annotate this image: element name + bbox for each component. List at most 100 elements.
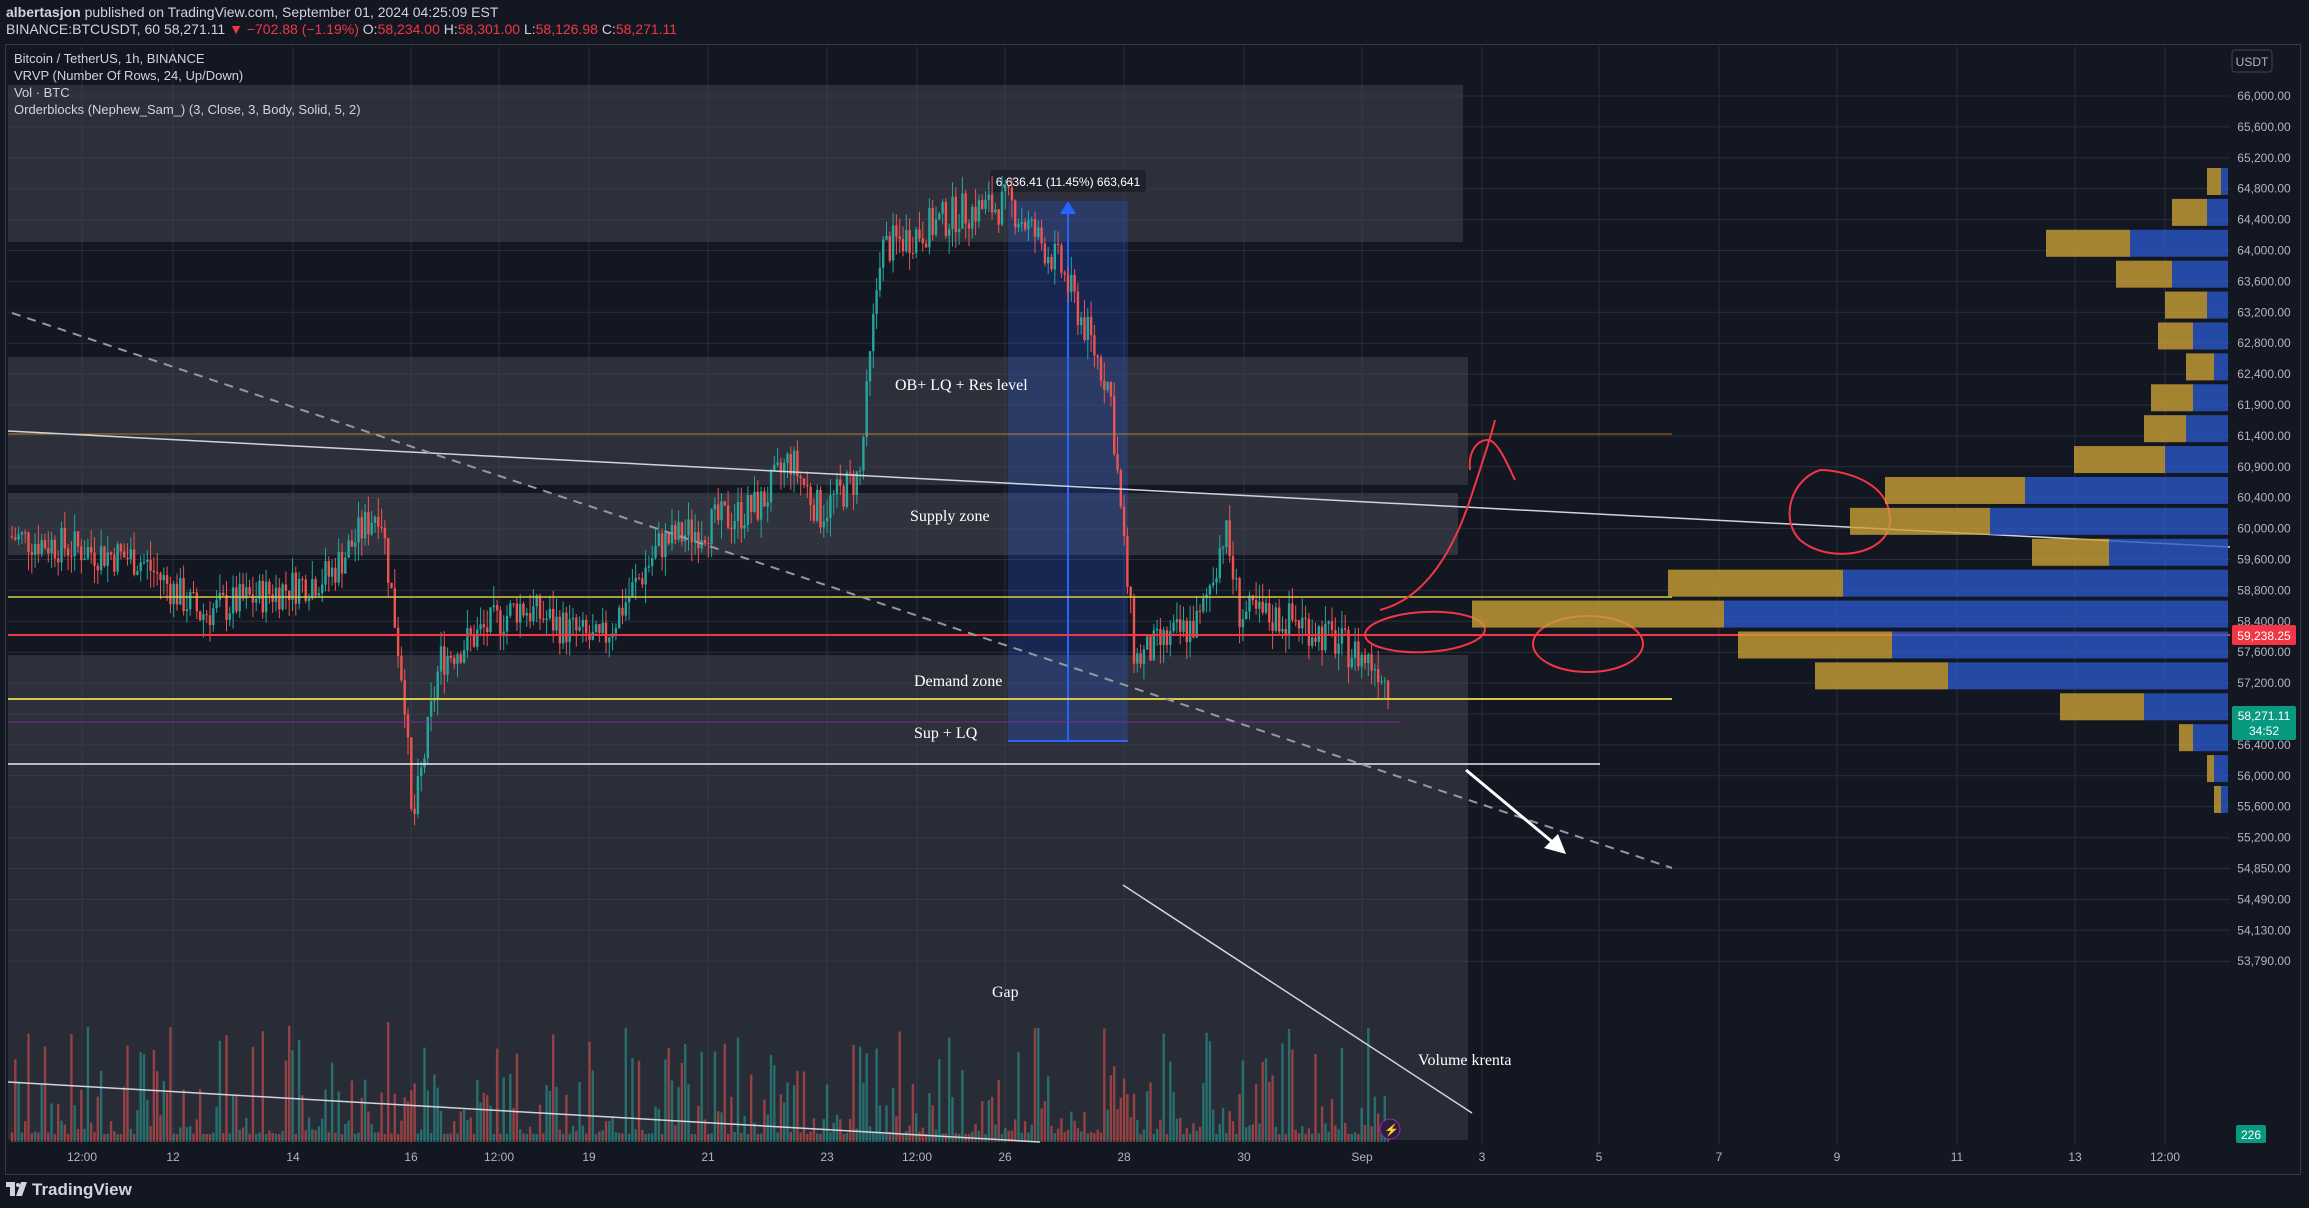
volume-bar: [278, 1134, 281, 1142]
candle-body: [769, 470, 773, 503]
candle-body: [944, 202, 948, 236]
candle-body: [172, 583, 175, 605]
volume-bar: [525, 1134, 528, 1142]
volume-bar: [895, 1116, 898, 1142]
author-name[interactable]: albertasjon: [6, 4, 81, 20]
measure-arrow-head: [1060, 201, 1076, 214]
published-text: published on TradingView.com, September …: [84, 4, 499, 20]
time-tick-label: 5: [1596, 1150, 1603, 1164]
candle-body: [1324, 623, 1327, 651]
volume-bar: [984, 1133, 987, 1142]
candle-body: [367, 511, 370, 535]
volume-bar: [142, 1054, 146, 1142]
candle-body: [1099, 357, 1103, 381]
volume-bar: [918, 1131, 921, 1142]
candle-body: [924, 243, 928, 248]
candle-body: [647, 565, 651, 568]
volume-bar: [1099, 1132, 1103, 1142]
profile-row-up: [2186, 415, 2228, 443]
candle-body: [80, 546, 83, 561]
volume-bar: [439, 1110, 443, 1142]
candle-body: [113, 554, 116, 572]
volume-bar: [806, 1133, 809, 1142]
candle-body: [578, 626, 581, 631]
zone-demand: [8, 655, 1468, 765]
volume-bar: [641, 1129, 644, 1142]
volume-bar: [50, 1103, 53, 1142]
candle-body: [779, 462, 783, 473]
candle-body: [1000, 191, 1004, 225]
legend-vol[interactable]: Vol · BTC: [14, 85, 70, 100]
candle-body: [123, 551, 126, 558]
candle-body: [360, 517, 363, 539]
candle-body: [1344, 628, 1347, 630]
volume-bar: [1037, 1027, 1040, 1142]
volume-bar: [489, 1105, 492, 1142]
profile-row-down: [2207, 167, 2221, 195]
candle-body: [476, 629, 479, 647]
candle-body: [1208, 585, 1212, 595]
candle-body: [492, 605, 495, 608]
legend-vrvp[interactable]: VRVP (Number Of Rows, 24, Up/Down): [14, 68, 244, 83]
candle-body: [1175, 619, 1179, 623]
tradingview-logo-icon: [6, 1182, 27, 1196]
time-tick-label: 21: [701, 1150, 715, 1164]
volume-bar: [1113, 1066, 1116, 1142]
candle-body: [321, 584, 324, 594]
volume-bar: [1066, 1129, 1070, 1142]
volume-bar: [294, 1133, 297, 1142]
candle-body: [119, 544, 123, 552]
profile-row-up: [2025, 476, 2228, 504]
volume-bar: [149, 1126, 152, 1142]
candle-body: [456, 654, 459, 664]
candle-body: [971, 206, 974, 229]
candle-body: [37, 543, 40, 555]
volume-bar: [235, 1094, 238, 1142]
profile-row-up: [1843, 569, 2228, 597]
candle-body: [83, 558, 86, 561]
candle-body: [337, 552, 340, 583]
volume-bar: [1198, 1127, 1202, 1142]
candle-body: [192, 591, 195, 593]
volume-bar: [835, 1114, 839, 1142]
candle-body: [466, 628, 469, 651]
lightning-glyph: ⚡: [1384, 1123, 1399, 1137]
volume-bar: [76, 1128, 80, 1142]
candle-body: [1301, 617, 1304, 629]
volume-bar: [495, 1048, 499, 1142]
volume-bar: [822, 1119, 825, 1142]
volume-bar: [1126, 1093, 1129, 1142]
profile-row-down: [1738, 631, 1892, 659]
candle-body: [1086, 316, 1089, 341]
candle-body: [146, 559, 149, 563]
price-tick-label: 55,200.00: [2237, 831, 2291, 845]
legend-orderblocks[interactable]: Orderblocks (Nephew_Sam_) (3, Close, 3, …: [14, 102, 361, 117]
candle-body: [410, 737, 413, 809]
volume-bar: [1363, 1124, 1367, 1142]
legend-title[interactable]: Bitcoin / TetherUS, 1h, BINANCE: [14, 51, 205, 66]
volume-bar: [373, 1132, 377, 1142]
candle-body: [1030, 219, 1033, 221]
volume-bar: [1297, 1133, 1301, 1142]
volume-bar: [70, 1034, 73, 1142]
volume-bar: [268, 1130, 271, 1142]
volume-bar: [535, 1133, 538, 1142]
candle-body: [387, 538, 390, 583]
volume-bar: [515, 1053, 519, 1142]
candle-body: [1185, 620, 1188, 643]
red-circle-level: [1364, 610, 1486, 654]
high-label: H:: [443, 21, 458, 37]
volume-bar: [1033, 1028, 1037, 1142]
volume-bar: [786, 1082, 789, 1142]
chart-frame: [5, 44, 2301, 1175]
volume-bar: [799, 1132, 802, 1142]
candle-body: [291, 572, 294, 600]
time-axis: 12:00 12 14 16 12:00 19 21 23 12:00 26 28 30 Sep 3 5 7 9…: [67, 1150, 2180, 1164]
volume-bar: [420, 1129, 423, 1142]
price-marker-red: [2232, 625, 2296, 645]
tradingview-logo[interactable]: TradingView: [6, 1180, 132, 1200]
volume-bar: [476, 1080, 479, 1142]
candle-body: [50, 539, 53, 554]
footer: TradingView: [0, 1178, 2309, 1208]
